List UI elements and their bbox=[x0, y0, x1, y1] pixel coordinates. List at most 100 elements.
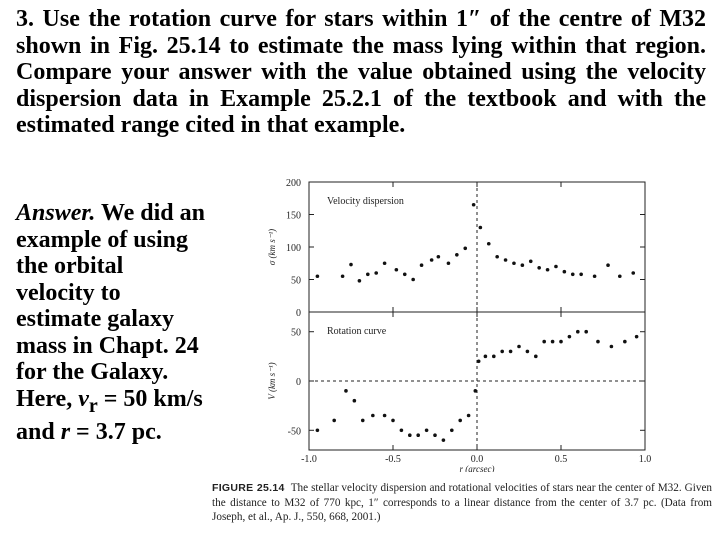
data-point bbox=[508, 349, 513, 354]
data-point bbox=[562, 269, 567, 274]
data-point bbox=[550, 339, 555, 344]
var-v-subscript: r bbox=[88, 394, 98, 417]
y-tick-label: 0 bbox=[296, 377, 301, 388]
data-point bbox=[374, 271, 378, 275]
answer-text: Answer. We did an example of using the o… bbox=[16, 200, 206, 445]
x-axis-label: r (arcsec) bbox=[460, 464, 495, 472]
y-tick-label: -50 bbox=[288, 426, 301, 437]
x-tick-label: 1.0 bbox=[639, 454, 652, 465]
answer-part3: = 3.7 pc. bbox=[70, 418, 162, 445]
data-point bbox=[559, 339, 563, 344]
data-point bbox=[542, 339, 546, 344]
data-point bbox=[463, 246, 468, 251]
data-point bbox=[366, 272, 370, 277]
data-point bbox=[486, 241, 491, 246]
x-tick-label: 0.0 bbox=[471, 454, 484, 465]
data-point bbox=[458, 418, 462, 423]
data-point bbox=[473, 389, 478, 393]
data-point bbox=[382, 413, 387, 418]
y-tick-label: 0 bbox=[296, 308, 301, 319]
data-point bbox=[349, 262, 353, 267]
data-point bbox=[545, 267, 550, 272]
data-point bbox=[382, 261, 387, 266]
data-point bbox=[503, 258, 508, 262]
data-point bbox=[512, 261, 516, 266]
data-point bbox=[579, 272, 583, 277]
data-point bbox=[634, 334, 639, 339]
data-point bbox=[500, 349, 505, 354]
caption-text: The stellar velocity dispersion and rota… bbox=[212, 482, 713, 523]
data-point bbox=[441, 438, 446, 442]
data-point bbox=[537, 266, 541, 270]
y-axis-label: σ (km s⁻¹) bbox=[267, 229, 277, 265]
var-v: v bbox=[78, 385, 89, 412]
data-point bbox=[466, 413, 471, 418]
question-text: 3. Use the rotation curve for stars with… bbox=[16, 6, 706, 138]
var-r: r bbox=[60, 418, 71, 445]
data-point bbox=[606, 263, 610, 267]
data-point bbox=[483, 354, 488, 359]
data-point bbox=[315, 274, 320, 279]
panel-title: Rotation curve bbox=[327, 326, 387, 337]
data-point bbox=[592, 274, 597, 279]
data-point bbox=[525, 349, 530, 354]
data-point bbox=[340, 274, 345, 279]
y-tick-label: 150 bbox=[286, 211, 301, 222]
figure-caption: FIGURE 25.14 The stellar velocity disper… bbox=[212, 481, 712, 525]
data-point bbox=[429, 258, 434, 262]
data-point bbox=[357, 279, 362, 283]
data-point bbox=[478, 225, 483, 230]
data-point bbox=[567, 334, 572, 339]
data-point bbox=[476, 359, 481, 364]
data-point bbox=[517, 344, 521, 349]
data-point bbox=[360, 418, 365, 423]
y-axis-label: V (km s⁻¹) bbox=[267, 362, 277, 399]
data-point bbox=[315, 428, 320, 433]
data-point bbox=[455, 253, 459, 257]
answer-part1: We did an example of using the orbital v… bbox=[16, 200, 205, 412]
data-point bbox=[492, 354, 496, 359]
data-point bbox=[584, 329, 588, 334]
data-point bbox=[371, 413, 375, 418]
data-point bbox=[520, 263, 525, 267]
data-point bbox=[623, 339, 627, 344]
data-point bbox=[352, 398, 357, 403]
data-point bbox=[576, 329, 580, 334]
data-point bbox=[609, 344, 614, 349]
data-point bbox=[433, 433, 437, 438]
data-point bbox=[402, 272, 407, 277]
data-point bbox=[436, 254, 441, 259]
panel-title: Velocity dispersion bbox=[327, 196, 404, 207]
x-tick-label: -0.5 bbox=[385, 454, 401, 465]
data-point bbox=[446, 261, 451, 266]
data-point bbox=[570, 272, 575, 277]
data-point bbox=[596, 339, 600, 344]
data-point bbox=[394, 267, 399, 272]
answer-part2: = 50 km/s and bbox=[16, 385, 203, 445]
data-point bbox=[399, 428, 404, 433]
data-point bbox=[471, 202, 476, 207]
y-tick-label: 200 bbox=[286, 178, 301, 189]
data-point bbox=[554, 264, 558, 269]
data-point bbox=[450, 428, 454, 433]
answer-label: Answer. bbox=[16, 200, 96, 226]
data-point bbox=[424, 428, 429, 433]
y-tick-label: 100 bbox=[286, 243, 301, 254]
data-point bbox=[495, 254, 499, 259]
x-tick-label: -1.0 bbox=[301, 454, 317, 465]
data-point bbox=[618, 274, 622, 279]
y-tick-label: 50 bbox=[291, 328, 301, 339]
data-point bbox=[534, 354, 538, 359]
figure-25-14: 0 50 100 150 200 Velocity dispersion σ (km s⁻¹… bbox=[267, 178, 652, 472]
data-point bbox=[411, 277, 415, 282]
data-point bbox=[416, 433, 420, 438]
data-point bbox=[344, 389, 348, 393]
caption-label: FIGURE 25.14 bbox=[212, 482, 285, 494]
y-tick-label: 50 bbox=[291, 276, 301, 287]
x-tick-label: 0.5 bbox=[555, 454, 568, 465]
data-point bbox=[408, 433, 412, 438]
data-point bbox=[631, 271, 636, 275]
data-point bbox=[391, 418, 395, 423]
data-point bbox=[419, 263, 424, 267]
data-point bbox=[528, 259, 533, 264]
